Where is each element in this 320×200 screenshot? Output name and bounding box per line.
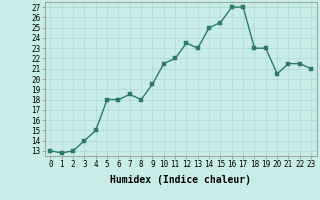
X-axis label: Humidex (Indice chaleur): Humidex (Indice chaleur) <box>110 175 251 185</box>
